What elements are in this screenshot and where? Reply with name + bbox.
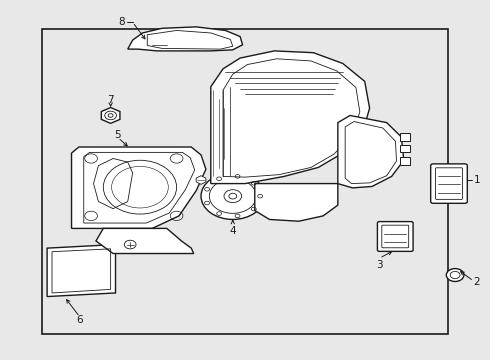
- Polygon shape: [128, 27, 243, 51]
- Polygon shape: [338, 116, 404, 188]
- Text: 1: 1: [474, 175, 480, 185]
- Circle shape: [124, 240, 136, 249]
- Bar: [42, 30, 448, 334]
- Text: 8: 8: [119, 17, 125, 27]
- Text: 5: 5: [115, 130, 121, 140]
- Text: 4: 4: [229, 226, 236, 236]
- Polygon shape: [400, 145, 410, 152]
- Text: 2: 2: [474, 277, 480, 287]
- Polygon shape: [400, 157, 410, 165]
- Text: 3: 3: [376, 260, 383, 270]
- Text: 7: 7: [107, 95, 114, 105]
- Polygon shape: [196, 176, 206, 184]
- Circle shape: [201, 173, 265, 220]
- Polygon shape: [47, 244, 116, 297]
- Polygon shape: [72, 147, 206, 228]
- FancyBboxPatch shape: [431, 164, 467, 203]
- FancyBboxPatch shape: [377, 222, 413, 251]
- Polygon shape: [400, 134, 410, 140]
- Polygon shape: [255, 184, 338, 221]
- Polygon shape: [101, 108, 120, 123]
- Circle shape: [446, 269, 464, 282]
- Polygon shape: [211, 51, 369, 184]
- Text: 6: 6: [76, 315, 83, 325]
- Polygon shape: [96, 228, 194, 253]
